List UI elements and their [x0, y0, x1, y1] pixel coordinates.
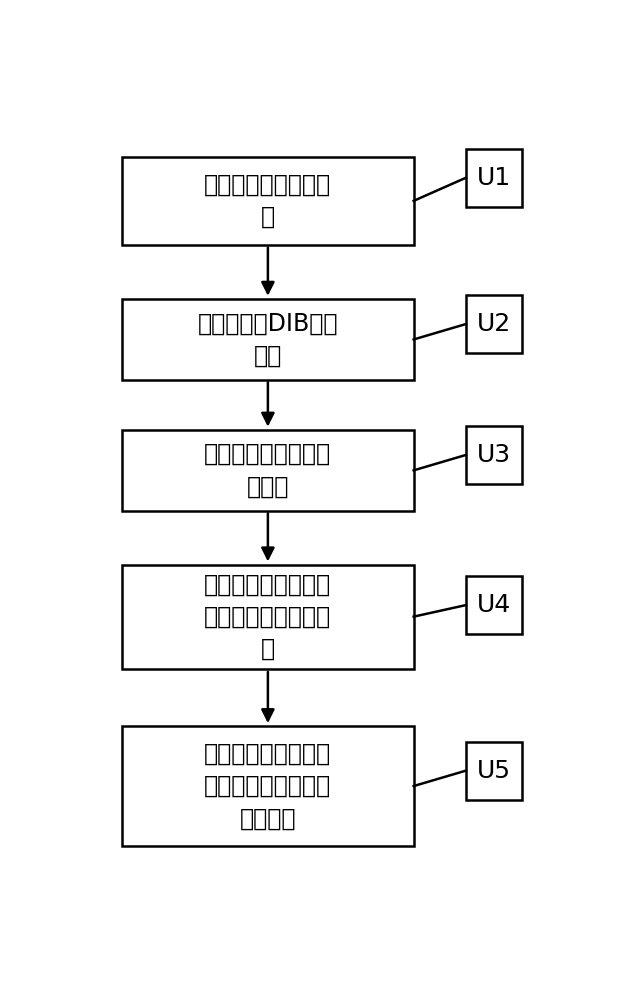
Text: 通过热成像系统转为: 通过热成像系统转为 [204, 442, 332, 466]
Text: U4: U4 [477, 593, 511, 617]
Text: 保存: 保存 [254, 344, 282, 368]
Bar [466, 149, 522, 207]
Text: 到温度场图像颜色比: 到温度场图像颜色比 [204, 605, 332, 629]
Text: U3: U3 [477, 443, 511, 467]
Text: 电偶实际温度，预报: 电偶实际温度，预报 [204, 774, 332, 798]
Text: 漏钒情况: 漏钒情况 [240, 806, 296, 830]
Bar [122, 157, 414, 245]
Text: 通过图像识别分类得: 通过图像识别分类得 [204, 572, 332, 596]
Bar [122, 726, 414, 846]
Text: U2: U2 [477, 312, 511, 336]
Bar [122, 565, 414, 669]
Text: 例: 例 [261, 637, 275, 661]
Text: 温度场: 温度场 [246, 475, 289, 499]
Bar [466, 742, 522, 800]
Bar [466, 576, 522, 634]
Text: U1: U1 [477, 166, 511, 190]
Bar [466, 426, 522, 484]
Text: 采集温度上传到计算: 采集温度上传到计算 [204, 173, 332, 197]
Text: 综合专家系统判断热: 综合专家系统判断热 [204, 742, 332, 766]
Bar [466, 295, 522, 353]
Bar [122, 430, 414, 511]
Bar [122, 299, 414, 380]
Text: 温度値转换DIB图像: 温度値转换DIB图像 [198, 311, 338, 335]
Text: U5: U5 [477, 759, 511, 783]
Text: 机: 机 [261, 205, 275, 229]
